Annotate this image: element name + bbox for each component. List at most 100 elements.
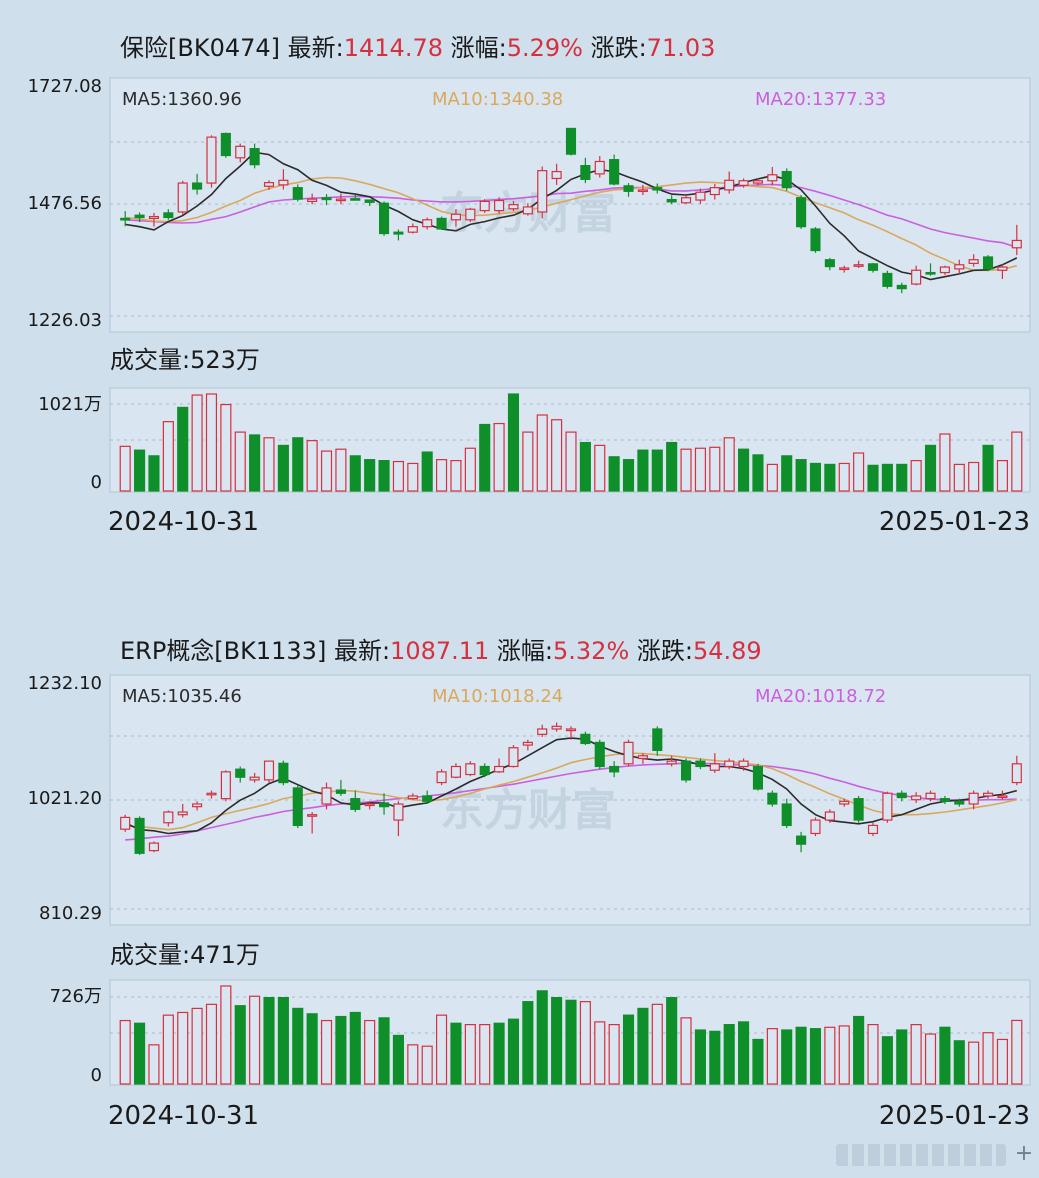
volume-bar-down	[881, 463, 893, 492]
volume-bar-up	[205, 393, 218, 492]
candle-down	[781, 803, 792, 827]
volume-bar-up	[766, 1028, 778, 1085]
volume-bar-up	[694, 447, 706, 492]
candle-up	[968, 792, 979, 805]
candle-down	[796, 197, 807, 228]
volume-bar-up	[177, 1011, 189, 1085]
candle-up	[494, 199, 505, 212]
candle-up	[1011, 763, 1022, 784]
candle-down	[393, 231, 404, 235]
candle-down	[882, 272, 893, 287]
candle-down	[321, 197, 332, 201]
y-tick-label: 1727.08	[28, 76, 102, 97]
volume-bar-up	[493, 422, 505, 492]
volume-bar-up	[838, 1025, 850, 1085]
ma10-line	[125, 752, 1017, 831]
volume-bar-down	[234, 1005, 246, 1085]
candle-down	[810, 228, 821, 252]
ma20-line	[125, 183, 1018, 249]
candle-down	[594, 741, 605, 768]
header-change-label: 涨跌:	[591, 34, 647, 62]
candle-up	[738, 760, 749, 768]
candle-down	[752, 765, 764, 790]
volume-bar-up	[364, 1019, 376, 1085]
candle-down	[853, 798, 864, 821]
volume-bar-up	[191, 1007, 203, 1085]
candle-up	[465, 763, 476, 776]
volume-bar-up	[824, 1026, 836, 1085]
candle-up	[551, 170, 562, 180]
candle-up	[436, 771, 447, 784]
volume-bar-down	[249, 434, 261, 492]
candle-down	[896, 792, 907, 799]
candle-up	[148, 842, 160, 852]
volume-bar-up	[536, 414, 548, 492]
header-change-label: 涨跌:	[637, 637, 693, 665]
horizontal-scrollbar[interactable]	[836, 1144, 1006, 1166]
volume-bar-up	[320, 1019, 333, 1085]
candle-down	[292, 787, 303, 827]
candle-up	[637, 755, 648, 760]
volume-bar-down	[694, 1029, 706, 1085]
candle-down	[652, 728, 663, 752]
volume-tick-zero: 0	[91, 1065, 102, 1086]
volume-bar-up	[565, 431, 577, 492]
volume-bar-down	[896, 463, 908, 492]
candle-down	[436, 217, 447, 230]
volume-bar-down	[709, 1030, 721, 1085]
candle-up	[810, 819, 821, 835]
volume-bar-up	[838, 462, 850, 492]
volume-bar-down	[637, 1007, 649, 1085]
candle-down	[249, 148, 260, 166]
header-latest-label: 最新:	[334, 637, 390, 665]
candle-up	[508, 747, 519, 768]
candle-down	[350, 798, 361, 810]
header-change-pct-value: 5.32%	[553, 637, 637, 665]
candle-up	[695, 191, 706, 201]
candle-up	[206, 136, 217, 184]
ma10-label: MA10:1018.24	[432, 686, 563, 707]
candle-down	[192, 182, 203, 190]
volume-bar-up	[680, 1017, 692, 1085]
volume-bar-up	[320, 450, 333, 492]
volume-bar-down	[622, 1014, 635, 1085]
volume-bar-up	[766, 463, 778, 492]
volume-bar-up	[249, 995, 261, 1085]
volume-bar-down	[551, 997, 563, 1085]
ma10-label: MA10:1340.38	[432, 89, 563, 110]
header-latest-value: 1087.11	[390, 637, 497, 665]
volume-bar-down	[853, 1015, 865, 1085]
candle-up	[163, 811, 174, 824]
volume-bar-down	[507, 393, 520, 492]
candle-up	[1011, 239, 1022, 249]
y-tick-label: 1021.20	[28, 788, 102, 809]
candle-down	[378, 202, 390, 235]
candle-up	[321, 787, 332, 805]
candle-up	[968, 259, 979, 264]
volume-bar-up	[680, 448, 692, 492]
candle-down	[695, 760, 706, 768]
candle-down	[378, 802, 390, 808]
candle-up	[666, 760, 677, 765]
volume-bar-down	[752, 1038, 764, 1085]
volume-bar-up	[450, 459, 462, 492]
volume-bar-up	[392, 460, 404, 492]
candle-down	[235, 768, 246, 778]
add-icon[interactable]: +	[1014, 1141, 1034, 1166]
candle-down	[134, 214, 145, 219]
candle-up	[565, 728, 577, 732]
volume-bar-down	[364, 459, 376, 492]
volume-bar-down	[392, 1034, 404, 1085]
volume-bar-up	[220, 985, 232, 1085]
volume-bar-down	[507, 1018, 520, 1085]
volume-bar-up	[464, 1024, 476, 1085]
volume-bar-down	[536, 990, 548, 1085]
candle-down	[580, 165, 591, 180]
volume-bar-down	[896, 1029, 908, 1085]
volume-bar-down	[881, 1036, 893, 1085]
y-tick-label: 1232.10	[28, 673, 102, 694]
candle-up	[393, 803, 404, 821]
x-end-label: 2025-01-23	[879, 507, 1030, 537]
header-latest-label: 最新:	[288, 34, 344, 62]
header-change-value: 54.89	[693, 637, 762, 665]
